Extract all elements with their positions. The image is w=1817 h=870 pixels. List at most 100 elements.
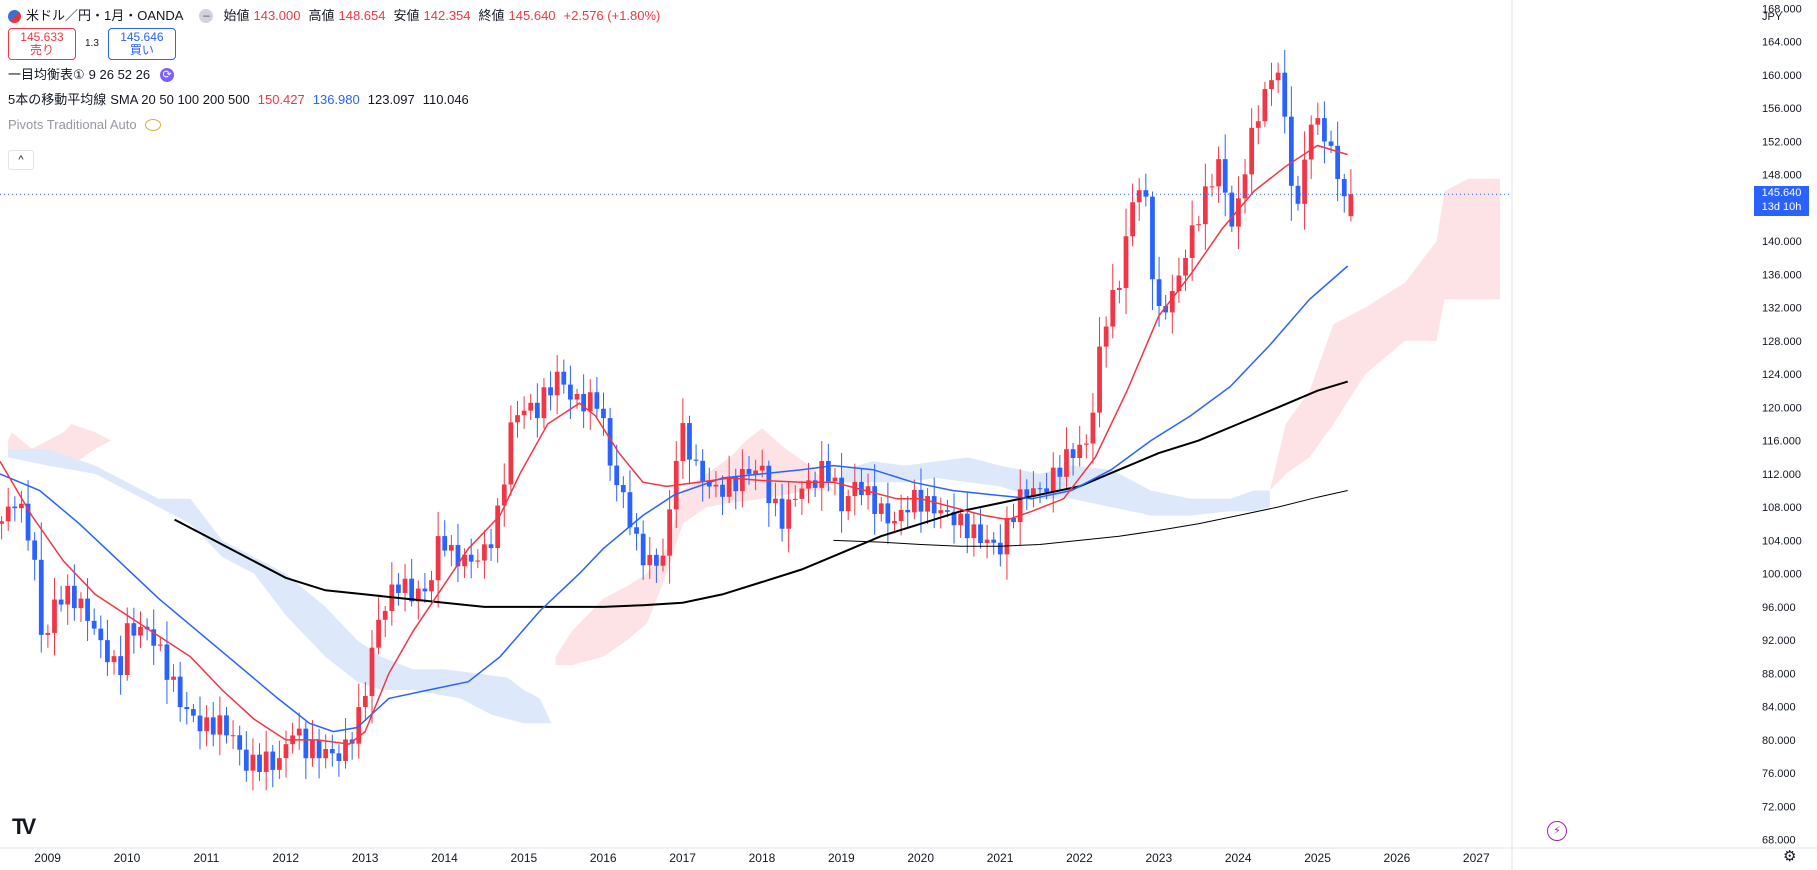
candle-61: [402, 563, 408, 612]
candle-93: [614, 444, 620, 502]
sell-label: 売り: [29, 43, 54, 57]
candle-142: [938, 497, 944, 529]
candle-57: [376, 597, 381, 655]
candle-18: [118, 635, 124, 695]
candle-163: [1077, 425, 1083, 467]
collapse-legend-button[interactable]: ^: [8, 150, 34, 170]
candle-129: [852, 463, 858, 516]
candle-body: [964, 513, 970, 539]
candle-153: [1011, 503, 1016, 529]
candle-body: [310, 740, 315, 759]
y-tick-124.000: 124.000: [1762, 369, 1802, 381]
candle-109: [720, 475, 725, 515]
candle-body: [462, 554, 467, 567]
candle-24: [157, 637, 163, 652]
candle-105: [693, 444, 699, 466]
minimize-icon[interactable]: –: [199, 9, 214, 23]
kumo-bull-2: [1269, 178, 1501, 491]
x-tick-2011: 2011: [193, 851, 219, 865]
candle-body: [1242, 174, 1248, 199]
candle-body: [1229, 192, 1235, 227]
candle-body: [1156, 279, 1162, 307]
candle-5: [32, 532, 38, 581]
tradingview-logo[interactable]: TV: [12, 814, 36, 839]
candle-body: [243, 749, 249, 771]
y-tick-76.000: 76.000: [1762, 768, 1796, 780]
candle-body: [825, 461, 831, 482]
candle-body: [991, 539, 997, 543]
bolt-icon[interactable]: ⚡: [1547, 821, 1567, 841]
candle-183: [1209, 173, 1215, 197]
candle-194: [1282, 49, 1288, 134]
candle-body: [204, 717, 210, 732]
candle-177: [1169, 274, 1175, 334]
candle-body: [845, 496, 851, 512]
candle-body: [587, 392, 593, 412]
candle-185: [1222, 134, 1228, 217]
candle-59: [389, 562, 395, 626]
ma-type: SMA 20 50 100 200 500: [110, 92, 250, 107]
candle-126: [832, 467, 838, 496]
candle-108: [713, 471, 719, 498]
candle-body: [786, 499, 792, 529]
candle-body: [779, 498, 785, 529]
symbol-title[interactable]: 米ドル／円・1月・OANDA: [26, 8, 184, 23]
candle-39: [257, 743, 262, 782]
candle-body: [541, 387, 547, 419]
candle-body: [812, 480, 818, 488]
candle-190: [1255, 105, 1261, 145]
candle-149: [984, 524, 990, 559]
candle-25: [164, 621, 170, 704]
candle-body: [1024, 489, 1030, 497]
candle-115: [759, 449, 765, 478]
pivots-row[interactable]: Pivots Traditional Auto: [8, 115, 668, 135]
candle-20: [131, 607, 137, 654]
candle-46: [303, 721, 309, 780]
candle-body: [1130, 202, 1135, 237]
candle-29: [191, 704, 196, 723]
candle-188: [1242, 159, 1248, 214]
candle-99: [654, 548, 659, 583]
hidden-eye-icon[interactable]: [144, 119, 161, 131]
candle-167: [1103, 316, 1109, 368]
currency-label[interactable]: JPY: [1762, 11, 1783, 23]
candle-body: [1183, 257, 1188, 276]
candle-158: [1044, 473, 1050, 500]
candle-body: [65, 585, 71, 605]
buy-button[interactable]: 145.646 買い: [107, 28, 176, 60]
sync-icon[interactable]: ⟳: [160, 68, 175, 82]
ichimoku-cloud: [7, 178, 1501, 724]
candle-body: [442, 536, 448, 551]
candle-86: [568, 365, 573, 420]
candle-122: [806, 462, 811, 504]
candle-74: [488, 529, 494, 561]
y-tick-104.000: 104.000: [1762, 535, 1802, 547]
candle-body: [455, 544, 461, 567]
candle-150: [991, 532, 997, 555]
ichimoku-row[interactable]: 一目均衡表① 9 26 52 26 ⟳: [8, 65, 668, 85]
candle-body: [482, 544, 487, 561]
candle-body: [938, 510, 944, 514]
candle-body: [58, 599, 64, 605]
candle-body: [1341, 179, 1347, 197]
candle-body: [210, 717, 216, 735]
candle-body: [164, 644, 170, 680]
candle-body: [1077, 444, 1083, 459]
candle-97: [640, 520, 646, 580]
candle-body: [336, 753, 342, 761]
candle-body: [409, 578, 415, 602]
settings-gear-icon[interactable]: ⚙: [1783, 848, 1797, 865]
candle-73: [482, 530, 487, 579]
candle-body: [726, 476, 732, 497]
candle-body: [759, 465, 765, 471]
x-tick-2018: 2018: [749, 851, 776, 865]
ma-row[interactable]: 5本の移動平均線 SMA 20 50 100 200 500 150.427 1…: [8, 90, 668, 110]
sell-button[interactable]: 145.633 売り: [8, 28, 76, 60]
x-tick-2023: 2023: [1145, 851, 1172, 865]
candle-body: [1189, 225, 1195, 258]
change-value: +2.576 (+1.80%): [563, 8, 661, 23]
candle-body: [654, 554, 659, 566]
candle-body: [859, 481, 864, 496]
candle-body: [257, 754, 262, 772]
